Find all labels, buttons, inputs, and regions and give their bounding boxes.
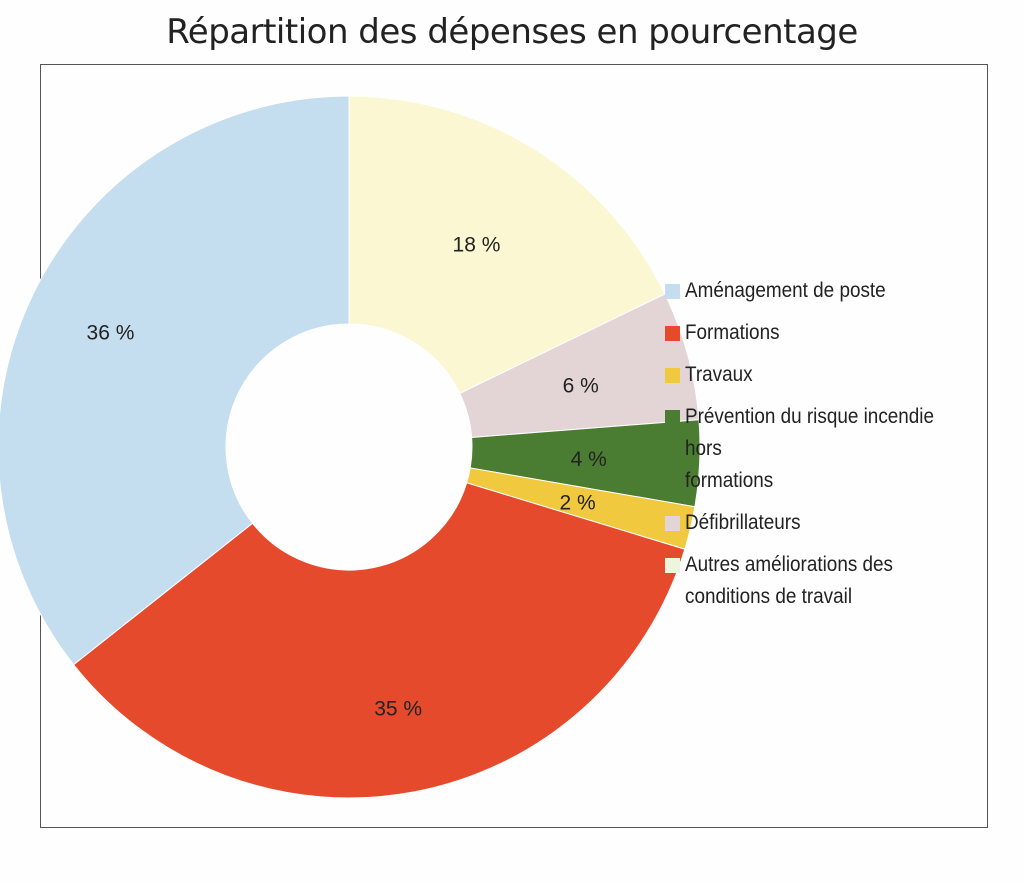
donut-slice bbox=[72, 482, 686, 799]
legend-item: Défibrillateurs bbox=[665, 507, 975, 539]
legend-item: Autres améliorations des conditions de t… bbox=[665, 549, 975, 613]
slice-label: 36 % bbox=[87, 321, 135, 344]
legend-item: Formations bbox=[665, 317, 975, 349]
slice-label: 6 % bbox=[563, 374, 599, 397]
donut-slice bbox=[348, 95, 666, 395]
slice-label: 2 % bbox=[560, 491, 596, 514]
legend-swatch bbox=[665, 516, 680, 531]
legend-swatch bbox=[665, 368, 680, 383]
slice-label: 4 % bbox=[571, 448, 607, 471]
donut-slice bbox=[0, 95, 350, 666]
legend-swatch bbox=[665, 284, 680, 299]
legend-label: Prévention du risque incendie hors forma… bbox=[685, 405, 935, 492]
legend-item: Travaux bbox=[665, 359, 975, 391]
legend-label: Défibrillateurs bbox=[685, 511, 801, 534]
legend-label: Formations bbox=[685, 321, 780, 344]
legend-swatch bbox=[665, 558, 680, 573]
legend-item: Prévention du risque incendie hors forma… bbox=[665, 401, 975, 497]
legend-label: Autres améliorations des conditions de t… bbox=[685, 553, 894, 608]
legend-swatch bbox=[665, 410, 680, 425]
legend-swatch bbox=[665, 326, 680, 341]
chart-legend: Aménagement de poste Formations Travaux Pré… bbox=[665, 275, 975, 623]
slice-label: 18 % bbox=[453, 234, 501, 257]
legend-label: Aménagement de poste bbox=[685, 279, 886, 302]
slice-label: 35 % bbox=[374, 697, 422, 720]
legend-label: Travaux bbox=[685, 363, 753, 386]
chart-title: Répartition des dépenses en pourcentage bbox=[166, 12, 858, 52]
legend-item: Aménagement de poste bbox=[665, 275, 975, 307]
